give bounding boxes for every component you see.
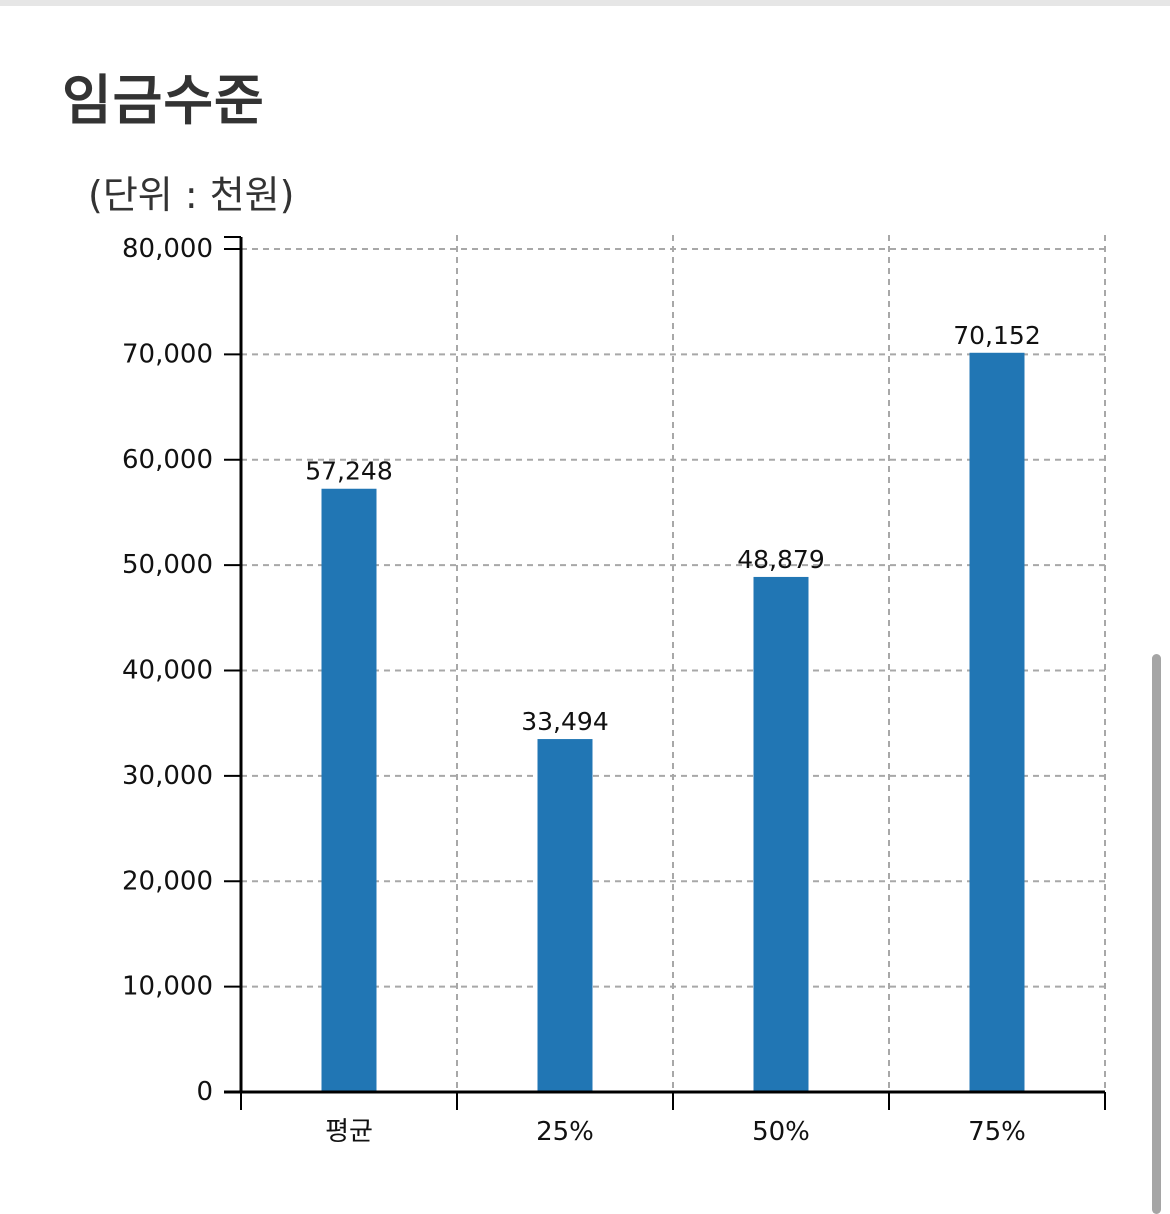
y-tick-label: 70,000 [122, 339, 213, 369]
page-title: 임금수준 [62, 69, 265, 132]
top-divider [0, 0, 1170, 6]
bar-4 [969, 352, 1025, 1092]
bar-2 [537, 739, 593, 1092]
bar-1 [321, 488, 377, 1092]
x-tick-label: 평균 [325, 1117, 373, 1147]
y-tick-label: 40,000 [122, 656, 213, 686]
y-tick-label: 30,000 [122, 761, 213, 791]
data-label: 70,152 [953, 321, 1040, 350]
unit-label: (단위 : 천원) [88, 173, 295, 217]
x-tick-label: 25% [536, 1117, 594, 1147]
y-tick-label: 60,000 [122, 445, 213, 475]
y-tick-label: 50,000 [122, 550, 213, 580]
x-tick-label: 50% [752, 1117, 810, 1147]
y-tick-label: 0 [196, 1077, 213, 1107]
y-tick-label: 80,000 [122, 234, 213, 264]
data-label: 57,248 [305, 457, 392, 486]
y-tick-label: 20,000 [122, 866, 213, 896]
data-label: 48,879 [737, 545, 824, 574]
y-tick-label: 10,000 [122, 972, 213, 1002]
x-tick-label: 75% [968, 1117, 1026, 1147]
data-label: 33,494 [521, 707, 608, 736]
bar-3 [753, 576, 809, 1092]
vertical-scrollbar[interactable] [1152, 654, 1161, 1214]
